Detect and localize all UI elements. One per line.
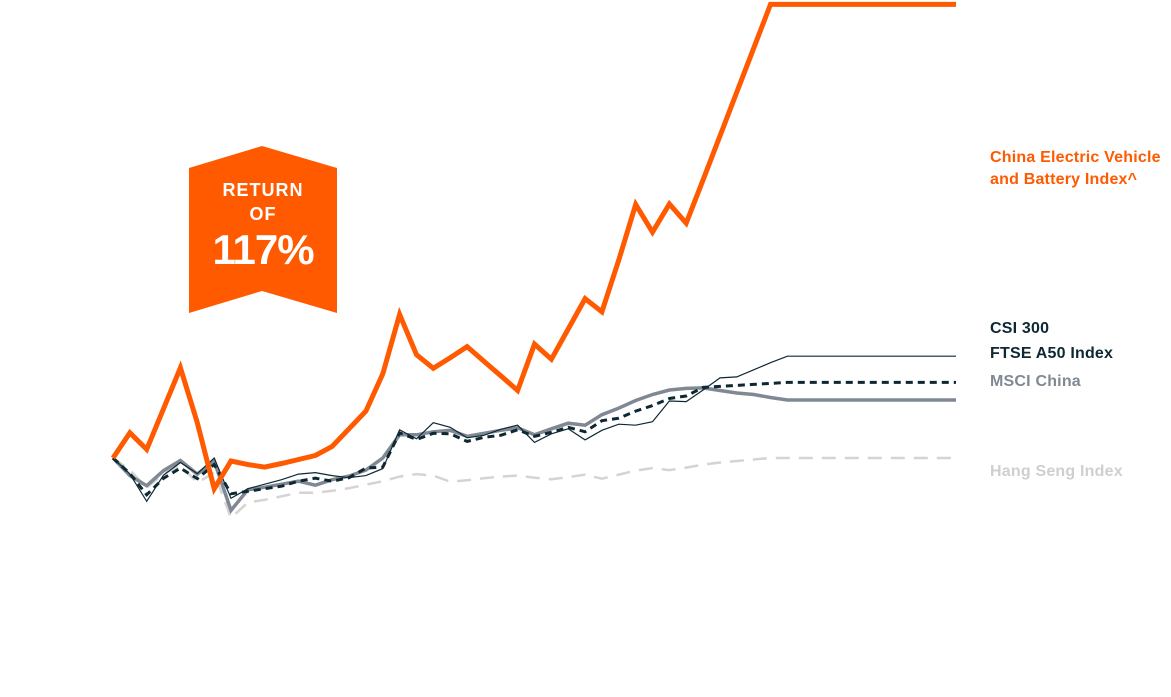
badge-line-1: RETURN bbox=[222, 180, 304, 200]
legend-label-msci-china: MSCI China bbox=[990, 373, 1081, 390]
series-line-hang-seng-index bbox=[112, 456, 956, 521]
badge-line-2: OF bbox=[249, 204, 277, 224]
series-layer bbox=[110, 1, 956, 521]
legend-label-csi-300: CSI 300 bbox=[990, 320, 1050, 337]
legend-label-hang-seng: Hang Seng Index bbox=[990, 463, 1123, 480]
series-line-msci-china bbox=[111, 386, 956, 514]
legend-label-ev-battery-line-1: China Electric Vehicle bbox=[990, 149, 1161, 166]
badge-return-value: 117% bbox=[212, 226, 314, 273]
legend-label-ftse-a50: FTSE A50 Index bbox=[990, 345, 1114, 362]
legend-label-ev-battery-line-2: and Battery Index^ bbox=[990, 171, 1138, 188]
series-line-csi-300 bbox=[112, 355, 956, 503]
return-badge-shape bbox=[189, 146, 337, 313]
series-line-ftse-a50-index bbox=[111, 380, 956, 498]
legend-label-ev-battery: China Electric Vehicle and Battery Index… bbox=[990, 147, 1161, 191]
series-line-china-electric-vehicle-and-battery-index bbox=[110, 1, 956, 496]
